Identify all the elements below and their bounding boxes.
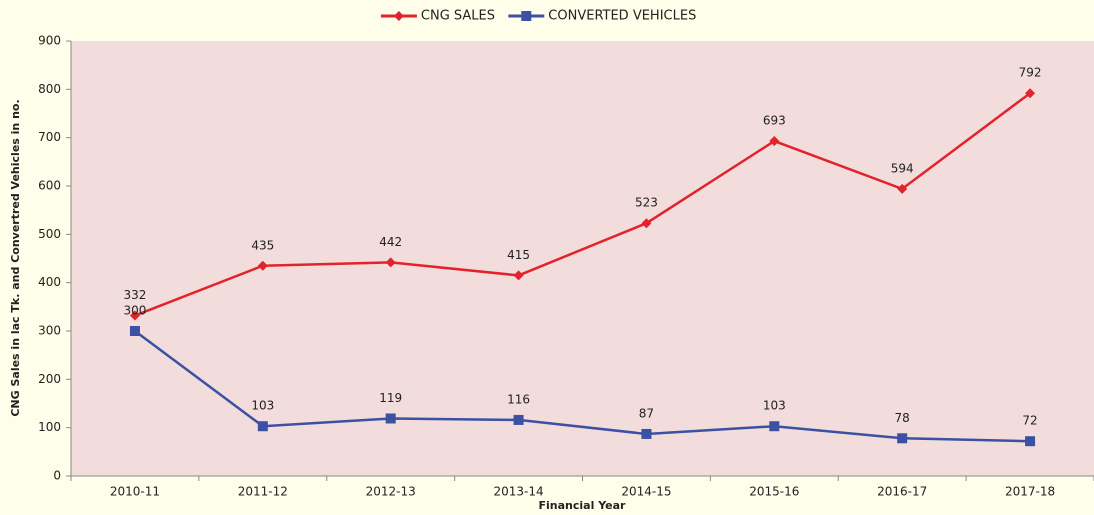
point	[257, 260, 268, 271]
data-label: 523	[635, 196, 658, 210]
data-label: 693	[763, 114, 786, 128]
point	[769, 136, 780, 147]
y-tick-label: 500	[38, 227, 61, 241]
x-tick-label: 2014-15	[621, 485, 671, 499]
x-tick-label: 2010-11	[110, 485, 160, 499]
y-tick-label: 900	[38, 34, 61, 48]
point	[393, 11, 404, 21]
y-tick-label: 0	[53, 469, 61, 483]
point	[897, 433, 908, 444]
data-label: 119	[379, 391, 402, 405]
point	[513, 270, 524, 281]
point	[129, 310, 140, 321]
y-tick-label: 200	[38, 372, 61, 386]
data-label: 594	[891, 161, 914, 175]
point	[257, 421, 268, 432]
x-tick-label: 2013-14	[493, 485, 543, 499]
data-label: 103	[251, 399, 274, 413]
y-tick-label: 600	[38, 179, 61, 193]
legend-label: CONVERTED VEHICLES	[548, 9, 696, 24]
data-label: 435	[251, 238, 274, 252]
data-label: 72	[1022, 414, 1037, 428]
point	[897, 183, 908, 194]
data-label: 300	[123, 304, 146, 318]
data-label: 442	[379, 235, 402, 249]
y-axis-title: CNG Sales in lac Tk. and Convertred Vehi…	[9, 99, 22, 416]
x-axis-title: Financial Year	[539, 499, 627, 512]
y-tick-label: 800	[38, 82, 61, 96]
data-label: 415	[507, 248, 530, 262]
y-tick-label: 300	[38, 324, 61, 338]
data-label: 103	[763, 399, 786, 413]
y-tick-label: 700	[38, 130, 61, 144]
point	[641, 428, 652, 439]
legend-label: CNG SALES	[421, 9, 495, 24]
point	[385, 413, 396, 424]
point	[129, 326, 140, 336]
x-tick-label: 2012-13	[366, 485, 416, 499]
series-line	[134, 92, 1031, 317]
x-tick-label: 2011-12	[238, 485, 288, 499]
data-label: 332	[123, 288, 146, 302]
data-label: 792	[1019, 66, 1042, 80]
point	[769, 421, 780, 432]
data-label: 78	[895, 411, 910, 425]
x-tick-label: 2017-18	[1005, 485, 1055, 499]
point	[1025, 88, 1036, 99]
plot-area	[71, 41, 1094, 476]
data-label: 116	[507, 392, 530, 406]
point	[521, 11, 532, 21]
x-tick-label: 2015-16	[749, 485, 799, 499]
point	[385, 257, 396, 268]
point	[513, 414, 524, 425]
series-line	[134, 329, 1031, 443]
y-tick-label: 400	[38, 275, 61, 289]
x-tick-label: 2016-17	[877, 485, 927, 499]
point	[1025, 436, 1036, 447]
y-tick-label: 100	[38, 420, 61, 434]
point	[641, 218, 652, 229]
data-label: 87	[639, 406, 654, 420]
